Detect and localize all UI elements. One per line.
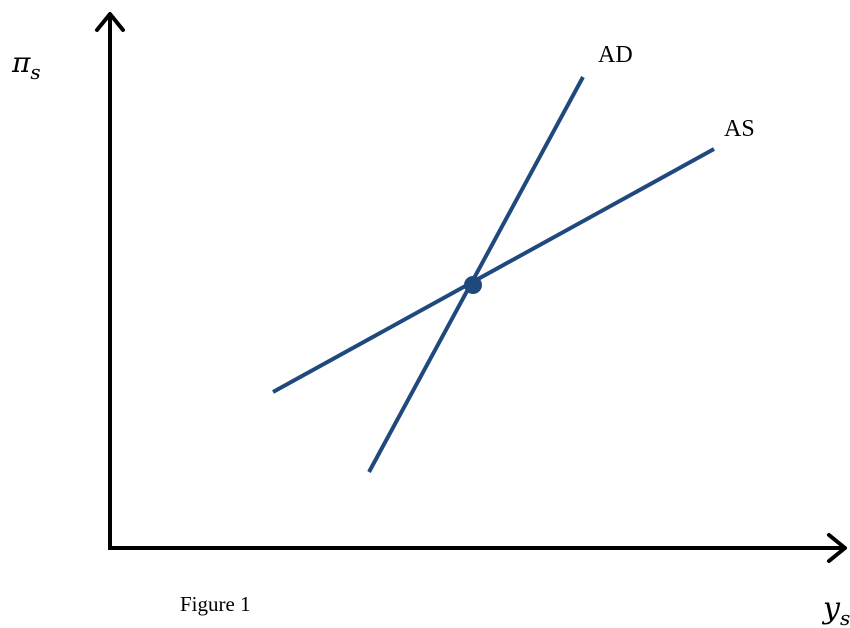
equilibrium-point (464, 276, 482, 294)
ad-label: AD (598, 42, 633, 68)
as-label: AS (724, 116, 755, 142)
as-curve (272, 147, 715, 394)
figure-caption: Figure 1 (180, 592, 251, 616)
y-axis-variable: πs (11, 46, 41, 84)
y-axis-arrow-icon (95, 12, 125, 32)
x-axis-variable: ys (821, 591, 850, 628)
x-axis-symbol: y (821, 591, 841, 626)
y-axis-subscript: s (30, 60, 40, 84)
x-axis-subscript: s (840, 606, 850, 628)
y-axis-symbol: π (11, 46, 31, 79)
x-axis-arrow-icon (827, 533, 847, 563)
ad-curve (367, 76, 585, 473)
